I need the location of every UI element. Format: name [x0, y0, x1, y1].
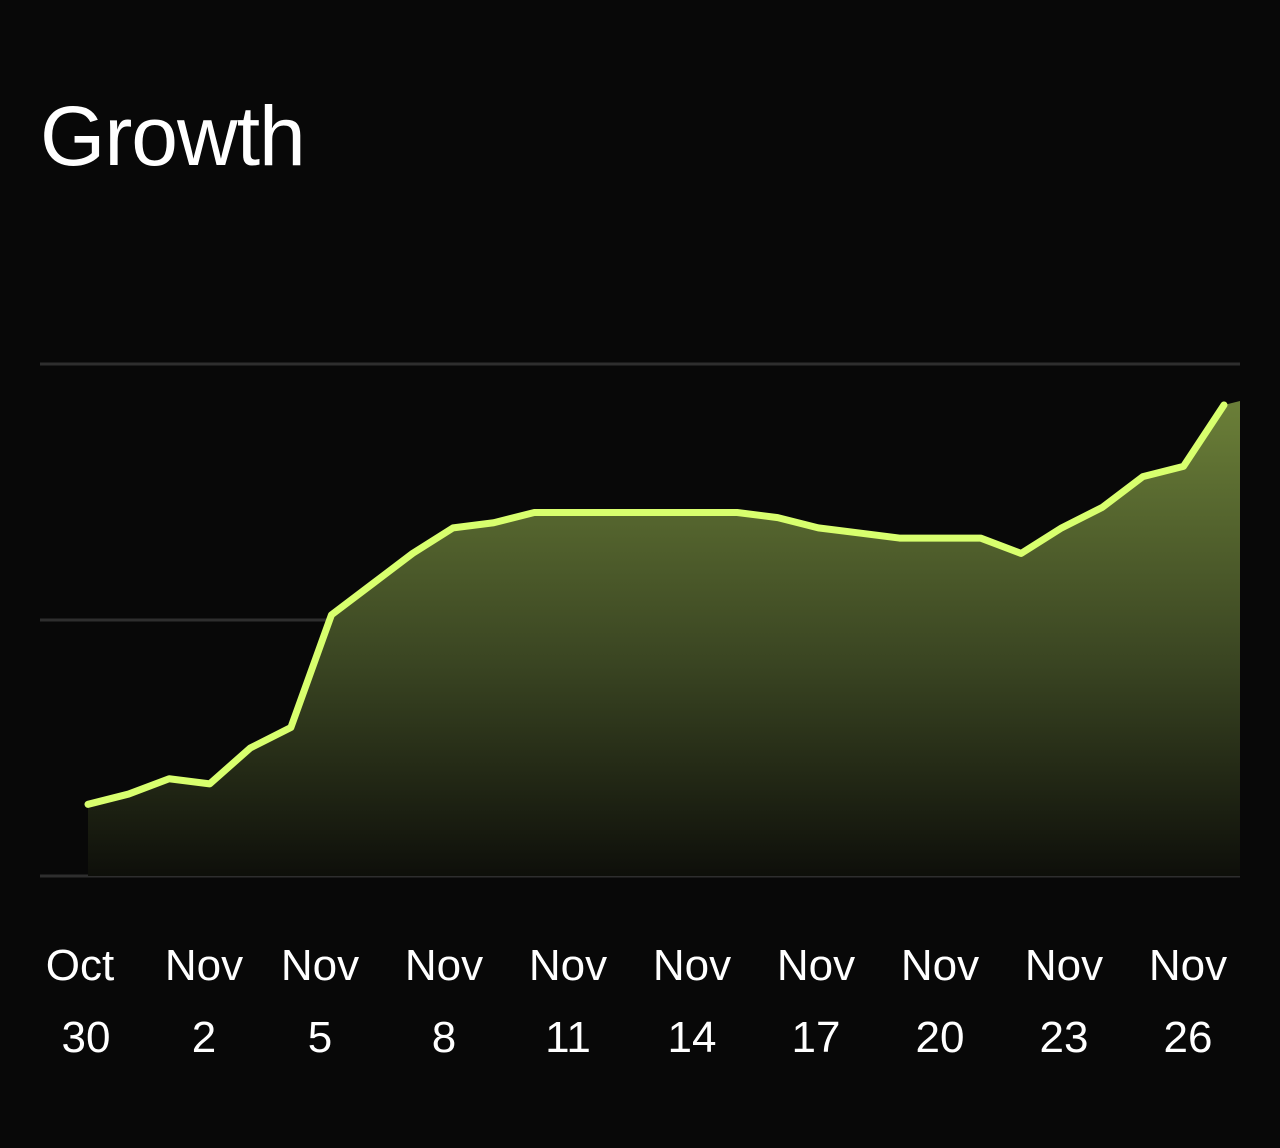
x-tick-month: Nov: [529, 941, 607, 990]
x-tick-day: 14: [668, 1013, 717, 1062]
x-tick-month: Nov: [405, 941, 483, 990]
area-layer: [88, 400, 1240, 876]
x-tick-day: 20: [916, 1013, 965, 1062]
x-tick-day: 23: [1040, 1013, 1089, 1062]
series-area: [88, 400, 1240, 876]
x-tick-day: 30: [62, 1013, 111, 1062]
x-tick-month: Nov: [901, 941, 979, 990]
chart-title: Growth: [40, 89, 306, 183]
x-tick-day: 26: [1164, 1013, 1213, 1062]
x-tick-day: 8: [432, 1013, 456, 1062]
x-tick-month: Nov: [777, 941, 855, 990]
x-tick-month: Nov: [653, 941, 731, 990]
x-tick-day: 11: [545, 1013, 591, 1062]
x-tick-day: 17: [792, 1013, 841, 1062]
x-tick-day: 2: [192, 1013, 216, 1062]
x-tick-month: Oct: [46, 941, 114, 990]
x-axis-ticks: Oct 30 Nov 2 Nov 5 Nov 8 Nov 11 Nov 14 Nov 17 Nov 20 Nov…: [46, 941, 1227, 1062]
x-tick-day: 5: [308, 1013, 332, 1062]
line-layer: [84, 401, 1228, 808]
x-tick-month: Nov: [165, 941, 243, 990]
series-line: [84, 401, 1228, 808]
x-tick-month: Nov: [1149, 941, 1227, 990]
x-tick-month: Nov: [281, 941, 359, 990]
x-tick-month: Nov: [1025, 941, 1103, 990]
